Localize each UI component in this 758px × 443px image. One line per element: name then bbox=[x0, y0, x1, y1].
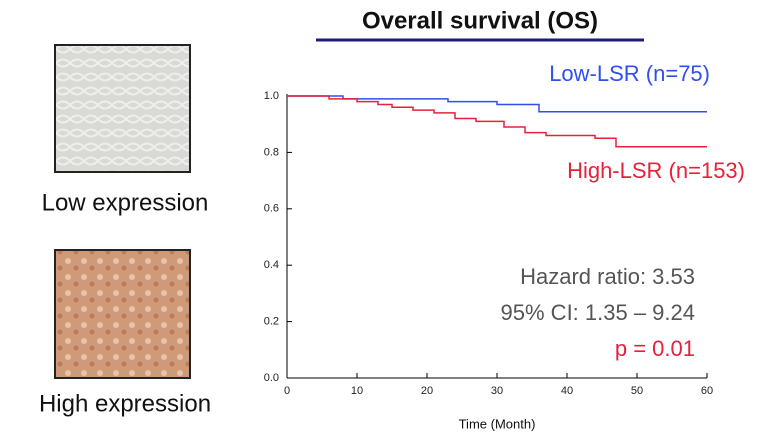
y-tick-label: 0.0 bbox=[264, 372, 279, 384]
caption: High expression bbox=[39, 390, 211, 417]
annotation: 95% CI: 1.35 – 9.24 bbox=[501, 300, 695, 325]
high-image bbox=[55, 250, 190, 378]
caption: Low expression bbox=[42, 189, 209, 216]
x-tick-label: 50 bbox=[631, 385, 643, 397]
legend-label: Low-LSR (n=75) bbox=[549, 61, 710, 86]
y-tick-label: 0.8 bbox=[264, 146, 279, 158]
legend-label: High-LSR (n=153) bbox=[567, 158, 745, 183]
annotation: p = 0.01 bbox=[615, 336, 695, 361]
figure: Low expression High expression Overall s… bbox=[0, 0, 758, 438]
x-tick-label: 40 bbox=[561, 385, 573, 397]
low-image bbox=[55, 45, 190, 172]
x-tick-label: 30 bbox=[491, 385, 503, 397]
x-tick-label: 10 bbox=[351, 385, 363, 397]
x-tick-label: 20 bbox=[421, 385, 433, 397]
annotation: Hazard ratio: 3.53 bbox=[520, 264, 695, 289]
x-axis-label: Time (Month) bbox=[459, 416, 536, 431]
y-tick-label: 0.4 bbox=[264, 259, 279, 271]
chart-title: Overall survival (OS) bbox=[362, 7, 598, 34]
y-tick-label: 1.0 bbox=[264, 90, 279, 102]
y-tick-label: 0.6 bbox=[264, 203, 279, 215]
y-tick-label: 0.2 bbox=[264, 316, 279, 328]
x-tick-label: 0 bbox=[284, 385, 290, 397]
x-tick-label: 60 bbox=[701, 385, 713, 397]
